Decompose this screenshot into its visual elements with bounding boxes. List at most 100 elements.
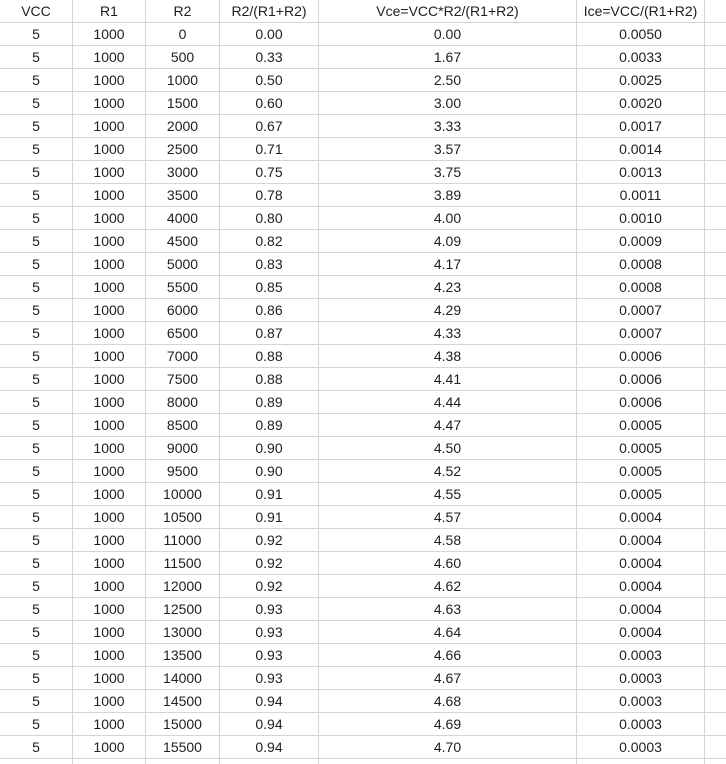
header-cell-empty[interactable] [705,0,726,23]
cell[interactable]: 4.00 [319,207,577,230]
header-cell-r1[interactable]: R1 [73,0,146,23]
cell[interactable]: 0.0013 [577,161,705,184]
cell[interactable] [0,759,73,764]
cell[interactable]: 11500 [146,552,220,575]
cell[interactable]: 5 [0,276,73,299]
cell[interactable]: 2500 [146,138,220,161]
cell-empty[interactable] [705,667,726,690]
cell[interactable]: 4.64 [319,621,577,644]
cell[interactable]: 5 [0,345,73,368]
cell[interactable]: 12000 [146,575,220,598]
cell[interactable]: 1000 [73,621,146,644]
cell[interactable]: 0.83 [220,253,319,276]
cell[interactable]: 1000 [73,69,146,92]
cell-empty[interactable] [705,552,726,575]
cell[interactable]: 5 [0,368,73,391]
cell[interactable]: 10500 [146,506,220,529]
cell[interactable]: 0.90 [220,437,319,460]
cell[interactable]: 0.78 [220,184,319,207]
cell[interactable]: 0.0006 [577,345,705,368]
cell[interactable]: 0.80 [220,207,319,230]
cell[interactable]: 0.0009 [577,230,705,253]
cell[interactable]: 5 [0,299,73,322]
cell[interactable]: 2000 [146,115,220,138]
cell[interactable]: 4500 [146,230,220,253]
cell[interactable]: 1000 [73,667,146,690]
cell[interactable]: 6000 [146,299,220,322]
cell[interactable]: 0.0004 [577,506,705,529]
cell[interactable]: 0.0014 [577,138,705,161]
cell[interactable]: 0 [146,23,220,46]
cell[interactable]: 5 [0,506,73,529]
cell[interactable]: 0.91 [220,506,319,529]
cell[interactable]: 4.60 [319,552,577,575]
cell-empty[interactable] [705,575,726,598]
cell[interactable]: 3.89 [319,184,577,207]
cell[interactable]: 1000 [73,736,146,759]
cell[interactable]: 7500 [146,368,220,391]
cell[interactable]: 12500 [146,598,220,621]
cell[interactable]: 4.69 [319,713,577,736]
cell[interactable]: 1000 [73,345,146,368]
header-cell-vcc[interactable]: VCC [0,0,73,23]
cell[interactable]: 5 [0,529,73,552]
cell[interactable]: 5 [0,115,73,138]
cell[interactable]: 0.0025 [577,69,705,92]
cell[interactable]: 1000 [73,368,146,391]
cell[interactable]: 5 [0,598,73,621]
cell[interactable]: 1000 [73,391,146,414]
cell[interactable]: 0.88 [220,368,319,391]
cell[interactable]: 0.89 [220,391,319,414]
cell[interactable]: 0.0003 [577,644,705,667]
cell[interactable]: 4000 [146,207,220,230]
cell[interactable]: 0.0008 [577,253,705,276]
cell[interactable]: 5 [0,736,73,759]
cell-empty[interactable] [705,161,726,184]
cell-empty[interactable] [705,322,726,345]
cell-empty[interactable] [705,115,726,138]
cell[interactable]: 0.0003 [577,667,705,690]
cell-empty[interactable] [705,69,726,92]
cell[interactable]: 1000 [73,713,146,736]
cell[interactable]: 4.57 [319,506,577,529]
cell[interactable]: 4.66 [319,644,577,667]
cell[interactable]: 4.44 [319,391,577,414]
cell[interactable] [73,759,146,764]
cell[interactable]: 1000 [73,299,146,322]
cell[interactable]: 5 [0,184,73,207]
cell[interactable]: 5 [0,253,73,276]
cell-empty[interactable] [705,460,726,483]
cell[interactable]: 0.50 [220,69,319,92]
cell[interactable]: 0.89 [220,414,319,437]
cell[interactable]: 6500 [146,322,220,345]
cell[interactable]: 0.0007 [577,299,705,322]
cell-empty[interactable] [705,437,726,460]
cell[interactable]: 1.67 [319,46,577,69]
cell[interactable]: 1000 [73,138,146,161]
cell[interactable]: 0.82 [220,230,319,253]
cell[interactable]: 3.75 [319,161,577,184]
cell[interactable]: 5 [0,414,73,437]
cell[interactable]: 0.85 [220,276,319,299]
cell[interactable]: 0.94 [220,690,319,713]
cell[interactable]: 4.29 [319,299,577,322]
cell[interactable]: 9500 [146,460,220,483]
cell[interactable]: 15000 [146,713,220,736]
cell[interactable]: 0.0004 [577,529,705,552]
cell[interactable] [577,759,705,764]
cell[interactable]: 1000 [73,575,146,598]
cell[interactable]: 3500 [146,184,220,207]
cell[interactable]: 5 [0,138,73,161]
cell[interactable]: 1000 [73,207,146,230]
cell[interactable]: 0.0004 [577,575,705,598]
cell-empty[interactable] [705,345,726,368]
cell[interactable]: 0.33 [220,46,319,69]
cell[interactable]: 0.0008 [577,276,705,299]
cell[interactable]: 13000 [146,621,220,644]
cell[interactable]: 4.38 [319,345,577,368]
cell[interactable]: 1000 [73,253,146,276]
cell[interactable] [146,759,220,764]
cell[interactable]: 5 [0,322,73,345]
header-cell-ice[interactable]: Ice=VCC/(R1+R2) [577,0,705,23]
cell-empty[interactable] [705,230,726,253]
